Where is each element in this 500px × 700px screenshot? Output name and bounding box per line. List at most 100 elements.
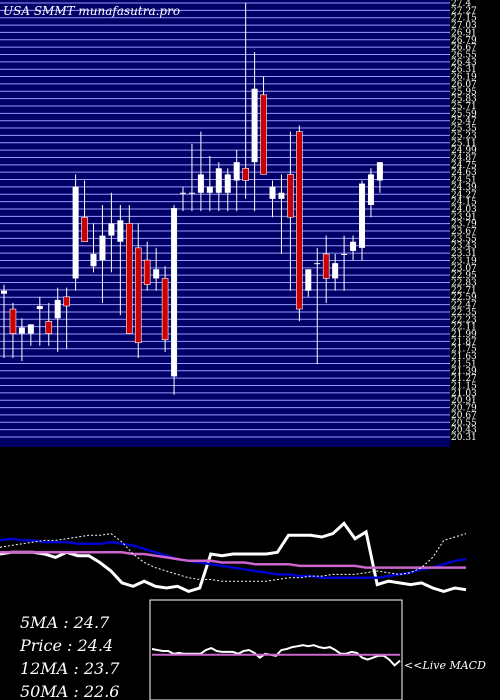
price-tick-label: 20.91 <box>451 396 477 406</box>
price-tick-label: 22.11 <box>451 323 477 333</box>
candle <box>9 302 17 359</box>
candle-body <box>260 94 267 175</box>
candle <box>305 269 312 297</box>
price-tick-label: 23.67 <box>451 227 477 237</box>
candle <box>90 223 97 273</box>
price-tick-label: 20.31 <box>451 433 477 443</box>
price-tick-label: 26.31 <box>451 65 477 75</box>
price-tick-label: 22.71 <box>451 286 477 296</box>
candle-body <box>1 290 7 294</box>
price-tick-label: 23.07 <box>451 264 477 274</box>
candle-body <box>322 253 330 279</box>
candle <box>134 223 142 359</box>
candle <box>341 235 348 291</box>
candle <box>260 76 267 175</box>
price-tick-label: 25.71 <box>451 102 477 112</box>
price-tick-label: 26.91 <box>451 28 477 38</box>
price-tick-label: 26.19 <box>451 73 477 83</box>
candle-body <box>215 168 222 193</box>
candle <box>314 247 321 365</box>
price-tick-label: 21.87 <box>451 337 477 347</box>
candle <box>332 253 339 291</box>
price-tick-label: 21.39 <box>451 367 477 377</box>
candle-body <box>269 186 276 199</box>
candle-body <box>305 269 312 291</box>
price-tick-label: 24.87 <box>451 153 477 163</box>
candle-body <box>18 327 25 334</box>
indicator-line-ma3 <box>0 533 467 582</box>
candle <box>27 324 34 346</box>
price-tick-label: 21.51 <box>451 359 477 369</box>
price-tick-label: 22.47 <box>451 301 477 311</box>
candle-body <box>197 174 204 193</box>
candle-body <box>117 220 124 242</box>
price-tick-label: 26.43 <box>451 58 477 68</box>
price-tick-label: 24.75 <box>451 161 477 171</box>
price-tick-label: 25.11 <box>451 139 477 149</box>
candle-body <box>376 162 383 181</box>
candle <box>188 143 195 212</box>
candle <box>161 266 169 352</box>
price-tick-label: 24.99 <box>451 146 477 156</box>
price-tick-label: 27.03 <box>451 21 477 31</box>
candlestick-series <box>1 3 383 395</box>
candle <box>72 174 79 291</box>
price-tick-label: 24.03 <box>451 205 477 215</box>
candle <box>242 3 249 199</box>
candle-body <box>72 186 79 279</box>
candle-body <box>45 321 53 334</box>
price-tick-label: 25.95 <box>451 87 477 97</box>
price-tick-label: 25.59 <box>451 109 477 119</box>
price-tick-label: 20.67 <box>451 411 477 421</box>
price-tick-label: 21.99 <box>451 330 477 340</box>
candle-body <box>171 208 178 377</box>
stat-price: Price : 24.4 <box>19 636 113 655</box>
candle-body <box>153 269 160 279</box>
candle <box>99 205 106 303</box>
candle-body <box>161 278 169 340</box>
price-tick-label: 24.39 <box>451 183 477 193</box>
indicator-lines <box>0 521 467 594</box>
candle <box>251 51 258 212</box>
chart-title: USA SMMT munafasutra.pro <box>3 4 180 18</box>
candle-body <box>287 174 294 218</box>
candle-body <box>108 223 115 236</box>
price-tick-label: 21.27 <box>451 374 477 384</box>
price-tick-label: 21.75 <box>451 345 477 355</box>
price-axis: 27.427.2727.1527.0326.9126.7926.6726.552… <box>451 0 477 443</box>
candle <box>367 168 374 218</box>
candle-body <box>134 247 142 344</box>
candle <box>376 162 383 193</box>
stat-ma5: 5MA : 24.7 <box>20 613 110 632</box>
candle <box>54 287 61 352</box>
candle <box>322 235 330 303</box>
candle-body <box>54 299 61 319</box>
macd-label: <<Live MACD <box>404 659 486 672</box>
price-tick-label: 25.47 <box>451 117 477 127</box>
candle-body <box>251 88 258 163</box>
candle-body <box>188 192 195 194</box>
candle-body <box>143 259 151 285</box>
price-tick-label: 26.79 <box>451 36 477 46</box>
candle <box>18 318 25 362</box>
indicator-panel <box>0 521 467 594</box>
candle <box>215 162 222 212</box>
price-tick-label: 23.31 <box>451 249 477 259</box>
candle-body <box>99 235 106 261</box>
price-tick-label: 27.15 <box>451 14 477 24</box>
candle-body <box>242 167 249 181</box>
candle <box>278 174 285 254</box>
candle-body <box>359 183 365 248</box>
price-tick-label: 27.4 <box>451 0 471 9</box>
candle <box>171 205 178 395</box>
price-tick-label: 20.43 <box>451 426 477 436</box>
price-tick-label: 26.67 <box>451 43 477 53</box>
price-tick-label: 22.35 <box>451 308 477 318</box>
price-tick-label: 25.23 <box>451 131 477 141</box>
candle-body <box>90 253 97 267</box>
candle-body <box>332 263 339 279</box>
price-tick-label: 23.91 <box>451 212 477 222</box>
price-tick-label: 24.51 <box>451 176 477 186</box>
price-tick-label: 22.95 <box>451 271 477 281</box>
